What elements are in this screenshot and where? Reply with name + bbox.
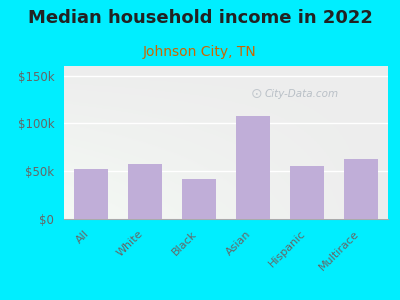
Text: ⊙: ⊙ (250, 86, 262, 100)
Bar (290, 167, 324, 219)
Text: Median household income in 2022: Median household income in 2022 (28, 9, 372, 27)
Text: Johnson City, TN: Johnson City, TN (143, 45, 257, 59)
Bar (236, 116, 270, 219)
Bar (128, 164, 162, 219)
Bar (344, 159, 378, 219)
Bar (74, 169, 108, 219)
Bar (182, 179, 216, 219)
Text: City-Data.com: City-Data.com (265, 88, 339, 98)
